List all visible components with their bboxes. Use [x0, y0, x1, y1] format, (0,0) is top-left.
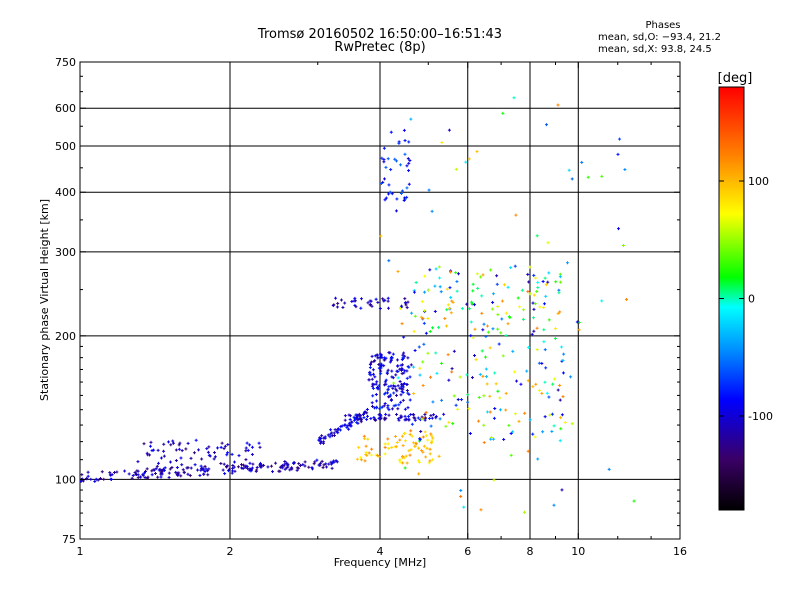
y-tick-label: 75 [62, 533, 76, 546]
colorbar-ticks: 100 0 -100 [719, 175, 773, 423]
y-tick-label: 500 [55, 140, 76, 153]
y-tick-label: 300 [55, 246, 76, 259]
x-tick-label: 4 [377, 545, 384, 558]
data-points [80, 96, 636, 514]
y-axis-label: Stationary phase Virtual Height [km] [38, 199, 51, 401]
grid-lines [80, 62, 680, 539]
axes: 1 2 4 6 8 10 16 75 100 200 300 400 500 600 750 [55, 56, 687, 558]
y-tick-label: 200 [55, 330, 76, 343]
chart-subtitle: RwPretec (8p) [240, 41, 520, 55]
colorbar-tick-label: 100 [748, 175, 769, 188]
y-tick-label: 750 [55, 56, 76, 69]
colorbar-tick-label: 0 [748, 293, 755, 306]
phase-o-stats: mean, sd,O: −93.4, 21.2 [598, 32, 721, 43]
colorbar-tick-label: -100 [748, 410, 773, 423]
title-line-1: Tromsø 20160502 16:50:00–16:51:43 [257, 27, 503, 42]
y-tick-label: 600 [55, 102, 76, 115]
y-tick-label: 100 [55, 473, 76, 486]
phase-x-stats: mean, sd,X: 93.8, 24.5 [598, 44, 712, 55]
x-tick-label: 6 [464, 545, 471, 558]
x-axis-label: Frequency [MHz] [334, 556, 426, 569]
chart-title: Tromsø 20160502 16:50:00–16:51:43 [240, 28, 520, 42]
title-line-2: RwPretec (8p) [334, 40, 426, 55]
x-tick-label: 1 [77, 545, 84, 558]
x-tick-label: 16 [673, 545, 687, 558]
colorbar-label: [deg] [718, 71, 753, 86]
y-tick-label: 400 [55, 186, 76, 199]
x-tick-label: 10 [571, 545, 585, 558]
phase-statistics: Phases mean, sd,O: −93.4, 21.2 mean, sd,… [598, 20, 728, 56]
phase-heading: Phases [645, 20, 681, 31]
x-tick-label: 2 [227, 545, 234, 558]
x-tick-label: 8 [527, 545, 534, 558]
